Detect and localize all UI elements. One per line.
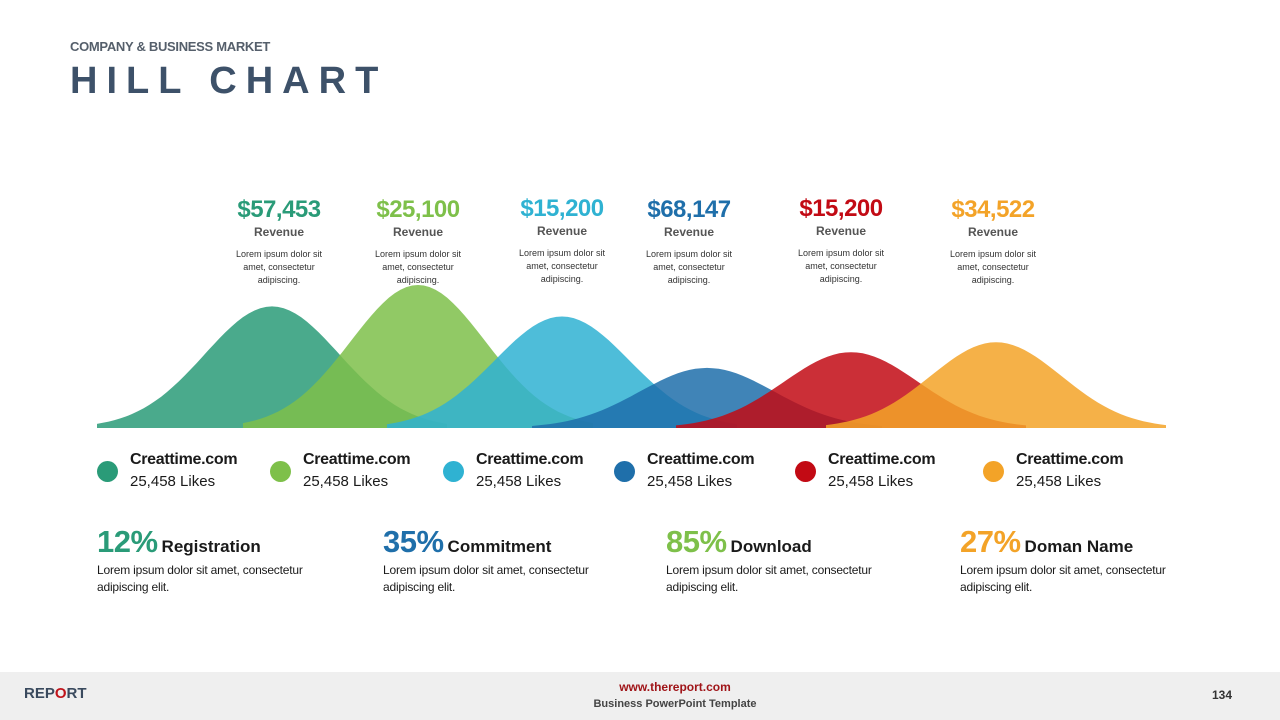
legend-likes: 25,458 Likes: [647, 473, 733, 490]
hill-amount-label: Revenue: [815, 224, 867, 238]
legend-dot-icon: [795, 461, 816, 482]
page-title: HILL CHART: [70, 60, 388, 102]
hill-group: [97, 285, 1166, 428]
hill-amount: $15,200: [799, 195, 883, 222]
hill-amount-label: Revenue: [663, 225, 715, 239]
legend-title: Creattime.com: [828, 451, 936, 468]
hill-amount: $57,453: [237, 196, 321, 223]
stat-percent: 85%: [666, 524, 727, 559]
stat-desc: Lorem ipsum dolor sit amet, consectetur …: [960, 563, 1166, 594]
stat-name: Download: [730, 537, 812, 556]
legend-dot-icon: [614, 461, 635, 482]
hill-amount: $68,147: [647, 196, 731, 223]
hill-amount-label: Revenue: [536, 224, 588, 238]
stat-percent: 12%: [97, 524, 158, 559]
hill-desc: Lorem ipsum dolor sit amet, consectetur …: [235, 249, 323, 285]
legend-title: Creattime.com: [476, 451, 584, 468]
hill-6: [826, 342, 1166, 428]
hill-amount: $15,200: [520, 195, 604, 222]
hill-amount-label: Revenue: [253, 225, 305, 239]
stat-name: Doman Name: [1024, 537, 1134, 556]
stat-percent: 35%: [383, 524, 444, 559]
legend-likes: 25,458 Likes: [476, 473, 562, 490]
stat-download: 85% Download Lorem ipsum dolor sit amet, …: [666, 524, 926, 596]
hill-desc: Lorem ipsum dolor sit amet, consectetur …: [797, 248, 885, 284]
legend-likes: 25,458 Likes: [130, 473, 216, 490]
stat-desc: Lorem ipsum dolor sit amet, consectetur …: [666, 563, 872, 594]
hill-chart: [97, 285, 1166, 428]
hill-desc: Lorem ipsum dolor sit amet, consectetur …: [645, 249, 733, 285]
hill-desc: Lorem ipsum dolor sit amet, consectetur …: [374, 249, 462, 285]
stat-desc: Lorem ipsum dolor sit amet, consectetur …: [97, 563, 303, 594]
website-link[interactable]: www.thereport.com: [619, 680, 731, 694]
legend-title: Creattime.com: [303, 451, 411, 468]
legend-title: Creattime.com: [647, 451, 755, 468]
page-number: 134: [1212, 688, 1233, 702]
hill-amount: $25,100: [376, 196, 460, 223]
legend-title: Creattime.com: [130, 451, 238, 468]
legend-likes: 25,458 Likes: [1016, 473, 1102, 490]
hill-desc: Lorem ipsum dolor sit amet, consectetur …: [949, 249, 1037, 285]
footer-tagline: Business PowerPoint Template: [593, 698, 757, 710]
stat-commitment: 35% Commitment Lorem ipsum dolor sit amet…: [383, 524, 643, 596]
legend-dot-icon: [97, 461, 118, 482]
legend-dot-icon: [443, 461, 464, 482]
hill-amount-label: Revenue: [392, 225, 444, 239]
page-subtitle: COMPANY & BUSINESS MARKET: [70, 39, 271, 54]
footer-bar: REPORT www.thereport.com Business PowerP…: [0, 672, 1280, 720]
stat-percent: 27%: [960, 524, 1021, 559]
hill-amount-label: Revenue: [967, 225, 1019, 239]
stat-desc: Lorem ipsum dolor sit amet, consectetur …: [383, 563, 589, 594]
brand-logo: REPORT: [24, 685, 87, 702]
legend-dot-icon: [270, 461, 291, 482]
legend-dot-icon: [983, 461, 1004, 482]
hill-desc: Lorem ipsum dolor sit amet, consectetur …: [518, 248, 606, 284]
stat-name: Commitment: [447, 537, 552, 556]
stat-domain-name: 27% Doman Name Lorem ipsum dolor sit amet…: [960, 524, 1220, 596]
stat-registration: 12% Registration Lorem ipsum dolor sit am…: [97, 524, 357, 596]
hill-amount: $34,522: [951, 196, 1035, 223]
legend-likes: 25,458 Likes: [303, 473, 389, 490]
legend-title: Creattime.com: [1016, 451, 1124, 468]
stat-name: Registration: [161, 537, 261, 556]
legend-likes: 25,458 Likes: [828, 473, 914, 490]
